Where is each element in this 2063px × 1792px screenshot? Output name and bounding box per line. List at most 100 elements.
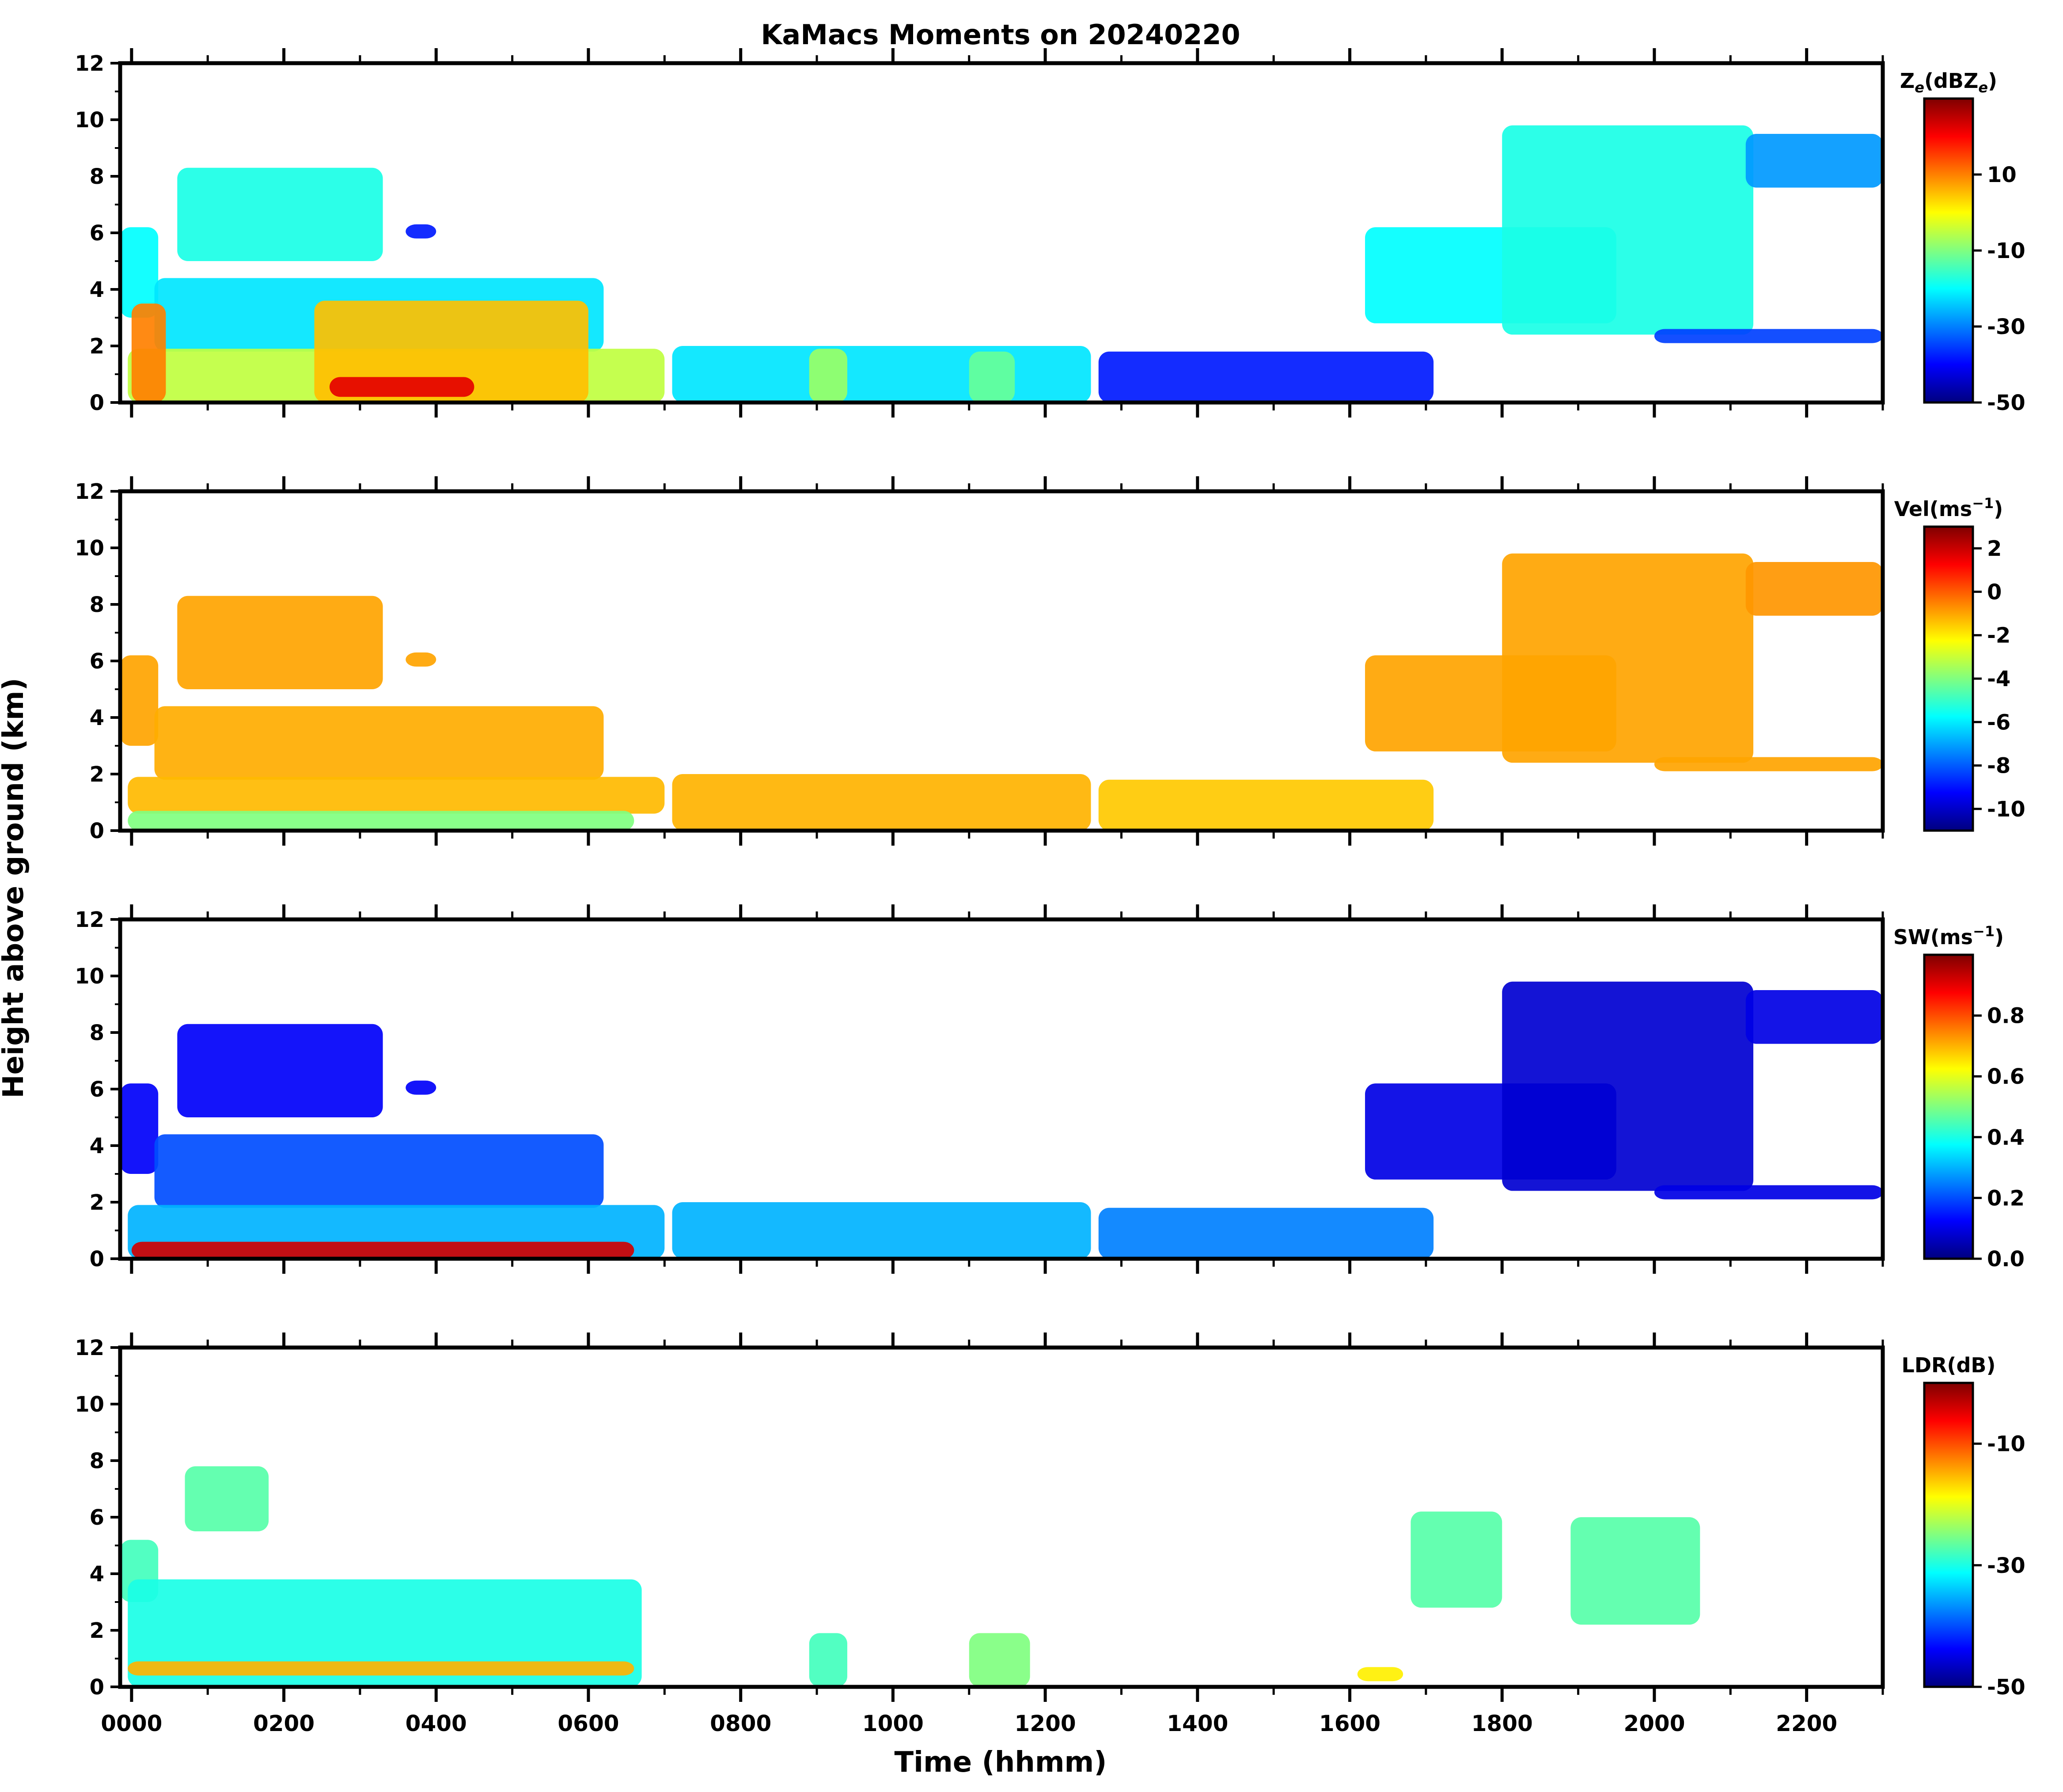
vel-colorbar-tick-label: 0 (1987, 580, 2002, 604)
vel-colorbar-tick-label: -10 (1987, 797, 2025, 822)
y-axis-label: Height above ground (km) (0, 678, 30, 1098)
panel-ze: 0 2 4 6 8 10 12 10 -10 -30 -50 Ze(dBZe) (75, 48, 2025, 418)
vel-y-tick-label: 0 (90, 819, 104, 843)
vel-echo-region (1502, 553, 1753, 763)
ze-y-tick-label: 6 (90, 221, 104, 246)
vel-echo-region (120, 655, 159, 746)
sw-echo-region (1098, 1207, 1434, 1259)
vel-echo-region (1745, 562, 1883, 616)
vel-colorbar (1923, 525, 1974, 832)
ldr-colorbar-label: LDR(dB) (1902, 1353, 1996, 1377)
sw-colorbar (1923, 953, 1974, 1260)
sw-echo-region (1654, 1185, 1883, 1200)
ze-y-tick-label: 8 (90, 164, 104, 189)
panel-ldr: 0 2 4 6 8 10 12 0000 0200 0400 0600 0800 1000 1200 140… (75, 1333, 2025, 1736)
vel-colorbar-label: Vel(ms−1) (1894, 495, 2003, 521)
ze-echo-region (672, 346, 1091, 402)
panel-sw: 0 2 4 6 8 10 12 0.8 0.6 0.4 0.2 0.0 SW(ms−1) (75, 904, 2025, 1274)
vel-echo-region (177, 596, 383, 689)
ze-echo-region (406, 224, 436, 239)
vel-y-tick-label: 2 (90, 762, 104, 787)
ze-colorbar-label: Ze(dBZe) (1900, 69, 1997, 96)
ze-colorbar-tick-label: -10 (1987, 239, 2025, 263)
x-tick-label: 0400 (406, 1711, 467, 1736)
x-tick-label: 1200 (1015, 1711, 1076, 1736)
ze-echo-region (1098, 351, 1434, 402)
ldr-colorbar-tick-label: -10 (1987, 1432, 2025, 1457)
ze-y-tick-label: 10 (75, 108, 104, 133)
sw-colorbar-tick-label: 0.2 (1987, 1186, 2025, 1211)
x-tick-label: 0200 (253, 1711, 315, 1736)
ldr-y-tick-label: 8 (90, 1449, 104, 1473)
ldr-y-tick-label: 10 (75, 1392, 104, 1417)
ze-echo-region (120, 227, 159, 318)
sw-colorbar-label: SW(ms−1) (1893, 923, 2004, 949)
vel-echo-region (1098, 779, 1434, 831)
ldr-colorbar-tick-label: -50 (1987, 1675, 2025, 1700)
vel-y-tick-label: 4 (90, 706, 104, 730)
vel-colorbar-tick-label: -2 (1987, 623, 2010, 648)
ldr-echo-region (1357, 1667, 1403, 1682)
sw-y-tick-label: 6 (90, 1077, 104, 1102)
ze-colorbar (1923, 97, 1974, 404)
ldr-data (120, 1466, 1700, 1687)
sw-echo-region (154, 1134, 604, 1208)
x-tick-label: 1000 (862, 1711, 924, 1736)
sw-echo-region (177, 1024, 383, 1117)
ldr-y-tick-label: 0 (90, 1675, 104, 1700)
sw-y-tick-label: 10 (75, 964, 104, 989)
ldr-y-tick-label: 12 (75, 1336, 104, 1360)
ze-y-tick-label: 0 (90, 391, 104, 415)
sw-echo-region (120, 1083, 159, 1174)
ze-colorbar-tick-label: -50 (1987, 391, 2025, 415)
x-tick-label: 0800 (710, 1711, 771, 1736)
ldr-colorbar-tick-label: -30 (1987, 1553, 2025, 1578)
sw-echo-region (1502, 981, 1753, 1191)
x-tick-label: 1400 (1167, 1711, 1228, 1736)
x-tick-label: 1600 (1319, 1711, 1380, 1736)
x-tick-label: 2000 (1623, 1711, 1685, 1736)
sw-echo-region (131, 1241, 634, 1259)
sw-y-tick-label: 8 (90, 1021, 104, 1045)
sw-echo-region (1745, 990, 1883, 1044)
vel-colorbar-tick-label: -4 (1987, 667, 2010, 691)
sw-colorbar-tick-label: 0.4 (1987, 1125, 2025, 1150)
vel-echo-region (1654, 757, 1883, 771)
sw-y-tick-label: 2 (90, 1190, 104, 1215)
ze-colorbar-tick-label: -30 (1987, 315, 2025, 339)
sw-y-tick-label: 12 (75, 907, 104, 932)
ze-echo-region (177, 167, 383, 261)
ldr-echo-region (128, 1579, 642, 1687)
ldr-colorbar (1923, 1382, 1974, 1688)
x-axis-label: Time (hhmm) (895, 1746, 1107, 1779)
ldr-y-tick-label: 6 (90, 1505, 104, 1530)
ze-echo-region (1745, 134, 1883, 188)
ze-echo-region (329, 377, 474, 397)
ze-y-tick-label: 12 (75, 51, 104, 76)
ldr-y-tick-label: 4 (90, 1562, 104, 1587)
ldr-echo-region (809, 1633, 847, 1687)
sw-y-tick-label: 0 (90, 1247, 104, 1272)
chart-title: KaMacs Moments on 20240220 (761, 19, 1240, 51)
panels: 0 2 4 6 8 10 12 10 -10 -30 -50 Ze(dBZe) 0 2 4 6 8 10 12 2 0 -… (75, 48, 2025, 1736)
ze-colorbar-tick-label: 10 (1987, 163, 2017, 187)
ze-data (120, 125, 1883, 402)
vel-echo-region (672, 774, 1091, 831)
vel-echo-region (154, 706, 604, 780)
sw-colorbar-tick-label: 0.8 (1987, 1004, 2025, 1029)
sw-y-tick-label: 4 (90, 1134, 104, 1158)
ldr-y-tick-label: 2 (90, 1618, 104, 1643)
ldr-echo-region (969, 1633, 1030, 1687)
sw-echo-region (406, 1080, 436, 1095)
ze-y-tick-label: 2 (90, 334, 104, 359)
ze-echo-region (1502, 125, 1753, 335)
ze-echo-region (1654, 329, 1883, 343)
x-tick-label: 0600 (557, 1711, 619, 1736)
ldr-echo-region (185, 1466, 269, 1531)
panel-vel: 0 2 4 6 8 10 12 2 0 -2 -4 -6 -8 -10 Vel(ms−1) (75, 476, 2025, 846)
vel-echo-region (128, 811, 634, 831)
ze-y-tick-label: 4 (90, 277, 104, 302)
vel-colorbar-tick-label: -6 (1987, 710, 2010, 735)
vel-echo-region (406, 652, 436, 667)
